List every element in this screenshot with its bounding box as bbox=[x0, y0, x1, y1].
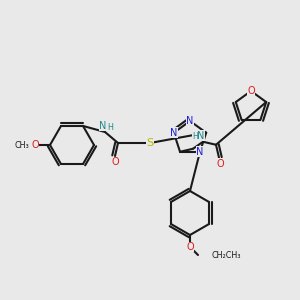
Text: O: O bbox=[216, 159, 224, 169]
Text: H: H bbox=[107, 122, 113, 131]
Text: N: N bbox=[197, 131, 205, 141]
Text: O: O bbox=[186, 242, 194, 252]
Text: H: H bbox=[192, 132, 198, 141]
Text: S: S bbox=[146, 138, 154, 148]
Text: N: N bbox=[170, 128, 178, 138]
Text: N: N bbox=[186, 116, 194, 126]
Text: N: N bbox=[99, 121, 107, 131]
Text: O: O bbox=[31, 140, 39, 150]
Text: O: O bbox=[111, 157, 119, 167]
Text: N: N bbox=[196, 147, 204, 157]
Text: CH₃: CH₃ bbox=[15, 140, 29, 149]
Text: O: O bbox=[247, 86, 255, 96]
Text: CH₂CH₃: CH₂CH₃ bbox=[211, 251, 241, 260]
